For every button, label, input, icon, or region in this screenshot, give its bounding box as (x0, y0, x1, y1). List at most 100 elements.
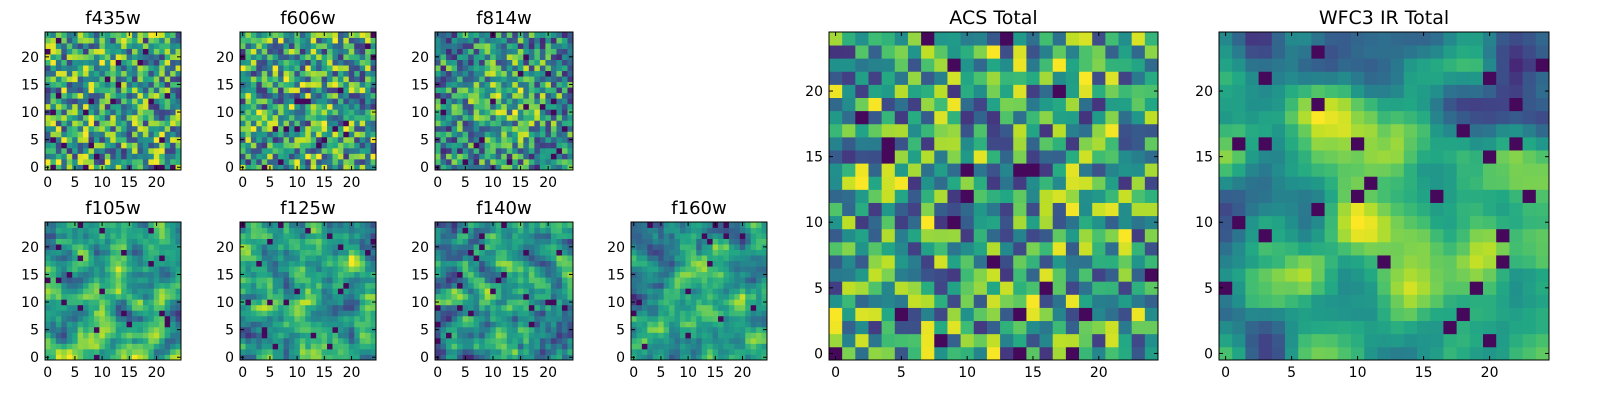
heatmap-cell (512, 222, 519, 228)
y-tick-label: 10 (411, 105, 429, 121)
heatmap-cell (1105, 202, 1119, 217)
heatmap-cell (550, 293, 557, 300)
heatmap-cell (365, 249, 371, 256)
heatmap-cell (121, 266, 127, 273)
heatmap-cell (55, 326, 62, 333)
heatmap-cell (159, 158, 166, 165)
heatmap-cell (1118, 307, 1133, 322)
heatmap-cell (132, 59, 138, 66)
heatmap-cell (534, 109, 541, 116)
heatmap-cell (435, 332, 441, 339)
heatmap-cell (723, 249, 730, 256)
heatmap-cell (148, 109, 155, 116)
heatmap-cell (288, 136, 295, 143)
heatmap-cell (561, 244, 568, 250)
heatmap-cell (506, 227, 513, 234)
heatmap-cell (468, 92, 475, 99)
heatmap-cell (245, 32, 252, 38)
heatmap-cell (435, 114, 441, 121)
heatmap-cell (256, 120, 263, 127)
heatmap-cell (50, 238, 57, 245)
heatmap-cell (310, 158, 317, 165)
heatmap-cell (245, 233, 252, 239)
heatmap-cell (245, 164, 252, 171)
heatmap-cell (462, 98, 469, 105)
heatmap-cell (523, 343, 530, 350)
heatmap-cell (534, 321, 541, 328)
heatmap-cell (495, 32, 502, 38)
heatmap-cell (115, 299, 122, 306)
heatmap-cell (99, 70, 106, 77)
heatmap-cell (881, 307, 896, 322)
heatmap-cell (88, 59, 95, 66)
heatmap-cell (55, 92, 62, 99)
heatmap-cell (294, 59, 301, 66)
heatmap-cell (359, 158, 366, 165)
heatmap-cell (61, 255, 68, 262)
heatmap-cell (305, 147, 312, 154)
heatmap-cell (829, 268, 843, 282)
heatmap-cell (93, 321, 100, 328)
heatmap-cell (495, 37, 502, 44)
heatmap-cell (1000, 294, 1014, 308)
heatmap-cell (348, 288, 355, 295)
heatmap-cell (343, 114, 350, 121)
heatmap-cell (272, 326, 279, 333)
heatmap-cell (679, 304, 686, 311)
heatmap-cell (245, 54, 252, 60)
heatmap-cell (435, 304, 441, 311)
heatmap-cell (245, 153, 252, 160)
heatmap-cell (829, 163, 843, 177)
heatmap-cell (556, 142, 563, 149)
heatmap-cell (45, 266, 51, 273)
heatmap-cell (337, 76, 344, 83)
heatmap-cell (55, 59, 62, 66)
heatmap-cell (1052, 163, 1067, 177)
heatmap-cell (343, 238, 350, 245)
heatmap-cell (359, 131, 366, 138)
heatmap-cell (701, 348, 708, 355)
heatmap-cell (973, 281, 988, 295)
heatmap-cell (77, 299, 84, 306)
heatmap-cell (272, 337, 279, 344)
heatmap-cell (750, 282, 757, 289)
heatmap-cell (142, 131, 149, 138)
heatmap-cell (170, 103, 176, 110)
heatmap-cell (240, 249, 246, 256)
heatmap-cell (523, 164, 530, 171)
heatmap-cell (973, 346, 988, 361)
heatmap-cell (316, 277, 322, 284)
heatmap-cell (468, 282, 475, 289)
heatmap-cell (534, 125, 541, 132)
heatmap-cell (921, 241, 935, 256)
heatmap-cell (354, 288, 361, 295)
heatmap-cell (66, 321, 73, 328)
heatmap-cell (723, 293, 730, 300)
heatmap-cell (121, 348, 127, 355)
heatmap-cell (1118, 176, 1133, 190)
heatmap-cell (934, 333, 948, 348)
heatmap-cell (83, 332, 89, 339)
heatmap-cell (506, 158, 513, 165)
heatmap-cell (960, 176, 975, 190)
heatmap-cell (842, 255, 856, 269)
heatmap-cell (490, 244, 497, 250)
heatmap-cell (337, 65, 344, 72)
heatmap-cell (148, 255, 155, 262)
heatmap-cell (137, 158, 144, 165)
heatmap-cell (539, 92, 546, 99)
heatmap-cell (327, 227, 333, 234)
heatmap-cell (631, 293, 637, 300)
heatmap-cell (159, 354, 166, 361)
heatmap-cell (501, 260, 508, 267)
heatmap-cell (88, 164, 95, 171)
y-tick-label: 10 (411, 295, 429, 311)
heatmap-cell (451, 315, 458, 322)
heatmap-cell (164, 315, 171, 322)
heatmap-cell (365, 304, 371, 311)
heatmap-cell (842, 163, 856, 177)
heatmap-cell (440, 153, 447, 160)
heatmap-cell (299, 343, 306, 350)
heatmap-cell (512, 343, 519, 350)
heatmap-cell (321, 147, 328, 154)
